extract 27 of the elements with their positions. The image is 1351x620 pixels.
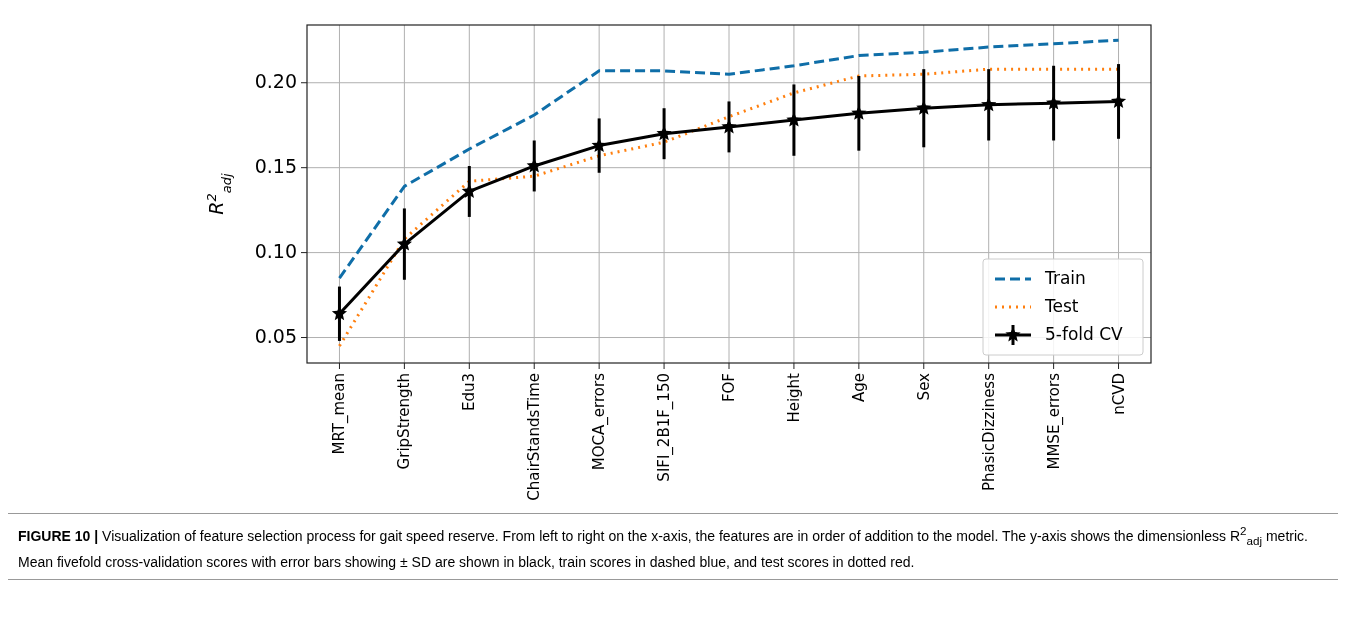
x-tick-label: Height xyxy=(784,372,803,423)
point xyxy=(1046,95,1062,110)
x-tick-label: Sex xyxy=(914,372,933,401)
text: FIGURE 10 | Visualization of feature selection process for gait speed reserve. From left to right on the x-axis, the features are in order of addition to the model. The y-axis shows the dimensionless R$^{2}$$_{adj}$ metric. Mean fivefold cross-validation scores with error bars showing ± SD are shown in black, train scores in dashed blue, and test scores in dotted red. xyxy=(18,524,1308,571)
y-tick-label: 0.10 xyxy=(254,240,297,263)
y-tick-label: 0.20 xyxy=(254,70,297,93)
y-tick-label: 0.15 xyxy=(254,155,297,178)
x-tick-label: FOF xyxy=(720,373,738,403)
legend-label: 5-fold CV xyxy=(1045,324,1124,344)
point xyxy=(916,100,932,115)
y-tick-label: 0.05 xyxy=(254,325,297,348)
x-tick-label: Age xyxy=(849,373,868,403)
x-tick-label: ChairStandsTime xyxy=(525,373,544,501)
point xyxy=(461,183,477,198)
point xyxy=(851,105,867,120)
legend-label: Test xyxy=(1044,296,1079,316)
legend-label: Train xyxy=(1044,268,1086,288)
x-tick-label: MOCA_errors xyxy=(590,372,610,471)
x-tick-label: MMSE_errors xyxy=(1044,372,1064,470)
x-tick-label: nCVD xyxy=(1109,373,1128,415)
x-tick-label: GripStrength xyxy=(395,373,414,470)
x-tick-label: MRT_mean xyxy=(330,373,350,455)
point xyxy=(396,236,412,251)
x-tick-label: Edu3 xyxy=(460,373,479,412)
x-tick-label: SIFI_2B1F_150 xyxy=(655,373,675,482)
x-tick-label: PhasicDizziness xyxy=(979,372,998,491)
point xyxy=(786,112,802,127)
